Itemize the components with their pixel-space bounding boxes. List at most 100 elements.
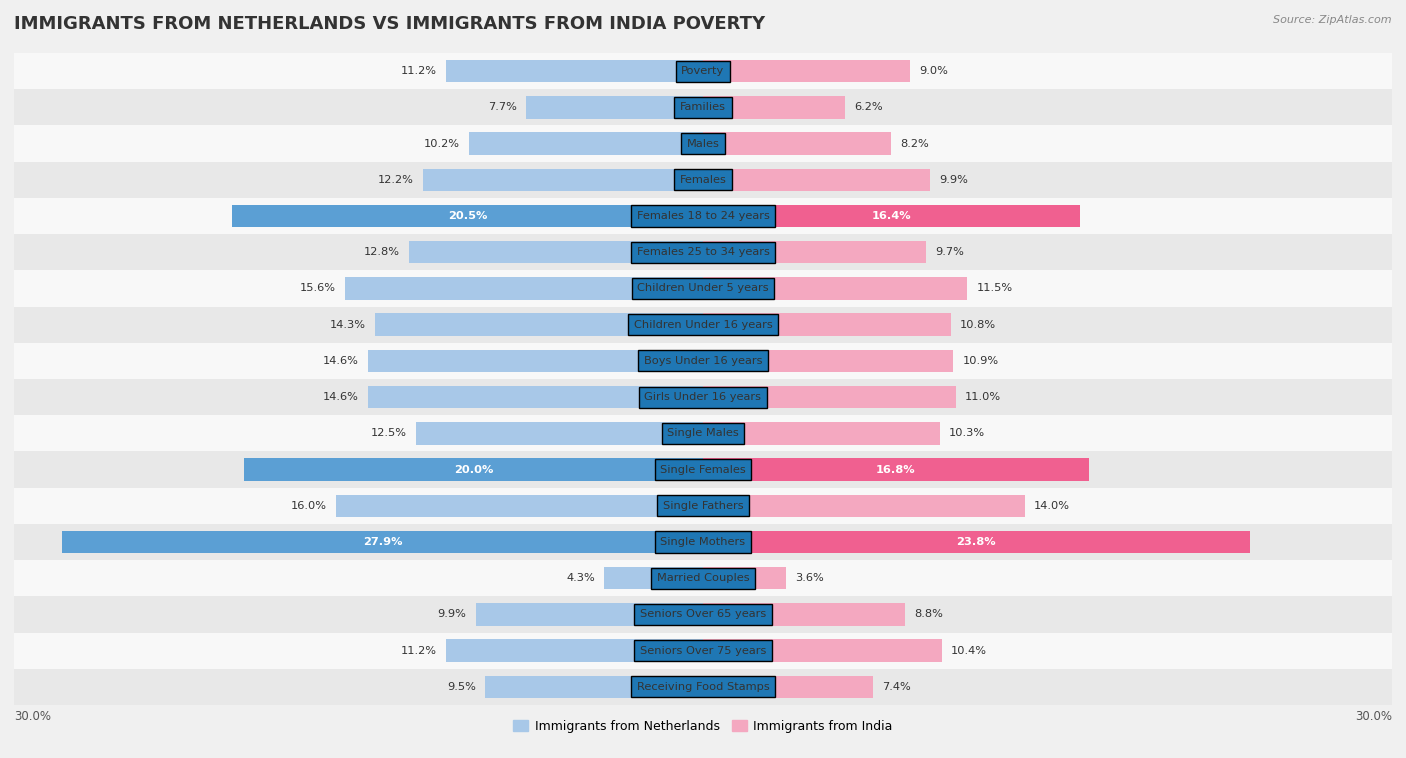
Bar [703, 386, 956, 409]
Bar [232, 205, 703, 227]
Text: 27.9%: 27.9% [363, 537, 402, 547]
Bar [605, 567, 703, 590]
Text: Seniors Over 75 years: Seniors Over 75 years [640, 646, 766, 656]
Bar [14, 415, 1392, 452]
Text: 4.3%: 4.3% [567, 573, 595, 583]
Text: 8.2%: 8.2% [900, 139, 929, 149]
Text: 14.6%: 14.6% [322, 356, 359, 366]
Bar [14, 560, 1392, 597]
Bar [14, 669, 1392, 705]
Text: 30.0%: 30.0% [14, 710, 51, 723]
Bar [14, 343, 1392, 379]
Bar [416, 422, 703, 444]
Bar [703, 422, 939, 444]
Text: 12.2%: 12.2% [378, 175, 413, 185]
Bar [703, 96, 845, 118]
Bar [62, 531, 703, 553]
Text: Married Couples: Married Couples [657, 573, 749, 583]
Bar [703, 567, 786, 590]
Text: 30.0%: 30.0% [1355, 710, 1392, 723]
Bar [526, 96, 703, 118]
Bar [703, 531, 1250, 553]
Text: 9.5%: 9.5% [447, 682, 475, 692]
Text: 15.6%: 15.6% [299, 283, 336, 293]
Bar [703, 675, 873, 698]
Bar [409, 241, 703, 264]
Text: 16.0%: 16.0% [291, 501, 326, 511]
Bar [703, 241, 925, 264]
Text: 9.0%: 9.0% [920, 66, 948, 76]
Bar [703, 277, 967, 299]
Text: 9.7%: 9.7% [935, 247, 965, 257]
Bar [703, 603, 905, 625]
Text: Poverty: Poverty [682, 66, 724, 76]
Text: Single Females: Single Females [661, 465, 745, 475]
Bar [14, 89, 1392, 126]
Bar [14, 524, 1392, 560]
Text: 20.5%: 20.5% [449, 211, 488, 221]
Bar [468, 133, 703, 155]
Bar [14, 271, 1392, 306]
Text: 20.0%: 20.0% [454, 465, 494, 475]
Text: Females 18 to 24 years: Females 18 to 24 years [637, 211, 769, 221]
Text: Girls Under 16 years: Girls Under 16 years [644, 392, 762, 402]
Text: 11.5%: 11.5% [976, 283, 1012, 293]
Bar [344, 277, 703, 299]
Bar [243, 459, 703, 481]
Text: 11.0%: 11.0% [965, 392, 1001, 402]
Bar [703, 349, 953, 372]
Bar [703, 494, 1025, 517]
Bar [14, 597, 1392, 632]
Bar [703, 168, 931, 191]
Text: Males: Males [686, 139, 720, 149]
Bar [475, 603, 703, 625]
Bar [14, 126, 1392, 161]
Text: 12.5%: 12.5% [371, 428, 406, 438]
Text: 10.2%: 10.2% [423, 139, 460, 149]
Bar [374, 314, 703, 336]
Text: IMMIGRANTS FROM NETHERLANDS VS IMMIGRANTS FROM INDIA POVERTY: IMMIGRANTS FROM NETHERLANDS VS IMMIGRANT… [14, 15, 765, 33]
Bar [423, 168, 703, 191]
Bar [14, 632, 1392, 669]
Text: Boys Under 16 years: Boys Under 16 years [644, 356, 762, 366]
Text: 9.9%: 9.9% [939, 175, 969, 185]
Text: Source: ZipAtlas.com: Source: ZipAtlas.com [1274, 15, 1392, 25]
Text: 11.2%: 11.2% [401, 646, 437, 656]
Bar [368, 386, 703, 409]
Bar [703, 60, 910, 83]
Bar [14, 487, 1392, 524]
Bar [446, 640, 703, 662]
Bar [336, 494, 703, 517]
Text: Seniors Over 65 years: Seniors Over 65 years [640, 609, 766, 619]
Text: 14.6%: 14.6% [322, 392, 359, 402]
Bar [14, 53, 1392, 89]
Legend: Immigrants from Netherlands, Immigrants from India: Immigrants from Netherlands, Immigrants … [509, 715, 897, 738]
Text: 10.3%: 10.3% [949, 428, 984, 438]
Text: 3.6%: 3.6% [794, 573, 824, 583]
Bar [14, 234, 1392, 271]
Bar [14, 452, 1392, 487]
Bar [14, 161, 1392, 198]
Text: 10.9%: 10.9% [963, 356, 998, 366]
Text: Females: Females [679, 175, 727, 185]
Text: Single Fathers: Single Fathers [662, 501, 744, 511]
Bar [446, 60, 703, 83]
Text: 16.8%: 16.8% [876, 465, 915, 475]
Text: 10.8%: 10.8% [960, 320, 997, 330]
Bar [703, 205, 1080, 227]
Text: Females 25 to 34 years: Females 25 to 34 years [637, 247, 769, 257]
Bar [703, 640, 942, 662]
Text: 9.9%: 9.9% [437, 609, 467, 619]
Bar [703, 459, 1088, 481]
Text: 11.2%: 11.2% [401, 66, 437, 76]
Text: Single Males: Single Males [666, 428, 740, 438]
Bar [14, 198, 1392, 234]
Text: 23.8%: 23.8% [956, 537, 995, 547]
Text: 8.8%: 8.8% [914, 609, 943, 619]
Text: 10.4%: 10.4% [950, 646, 987, 656]
Text: 12.8%: 12.8% [364, 247, 399, 257]
Text: Children Under 5 years: Children Under 5 years [637, 283, 769, 293]
Bar [703, 133, 891, 155]
Text: 7.7%: 7.7% [488, 102, 517, 112]
Text: 14.0%: 14.0% [1033, 501, 1070, 511]
